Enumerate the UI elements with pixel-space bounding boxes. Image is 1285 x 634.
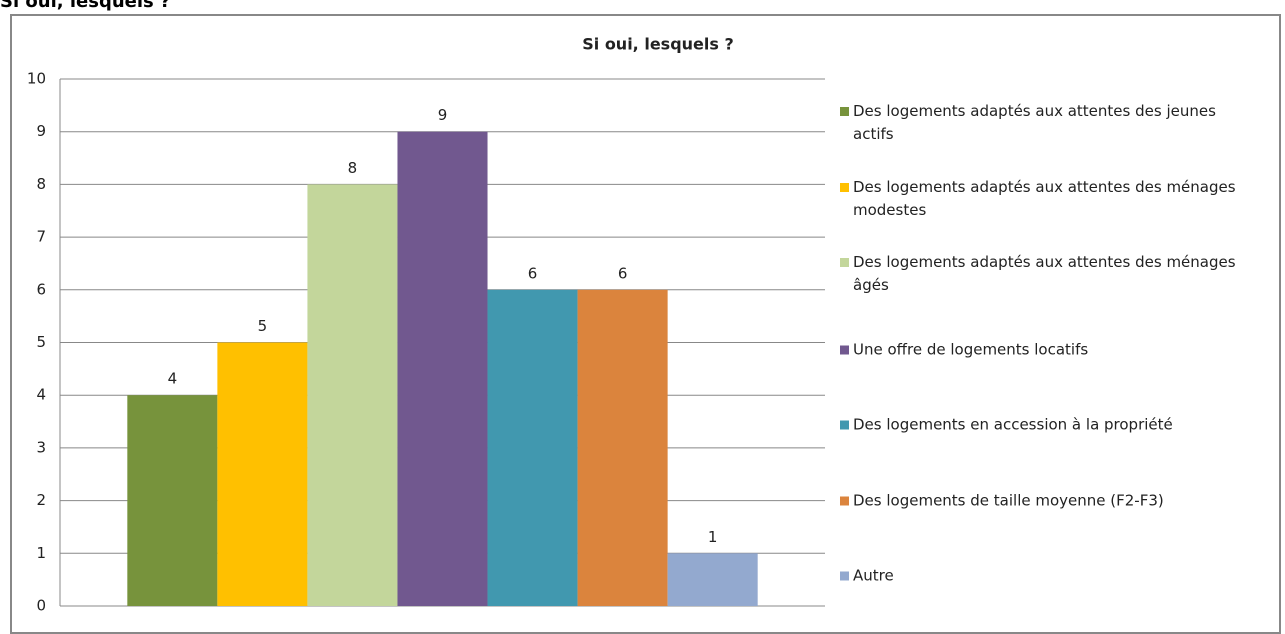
legend-swatch (840, 420, 849, 430)
legend-label: Une offre de logements locatifs (853, 340, 1089, 358)
legend-entry: Des logements adaptés aux attentes des m… (840, 176, 1258, 222)
y-tick-label: 8 (36, 175, 46, 193)
legend-swatch (840, 345, 849, 354)
legend-swatch (840, 107, 849, 116)
legend-label: Autre (853, 566, 894, 585)
legend-entry: Une offre de logements locatifs (840, 338, 1258, 361)
legend-label: Des logements en accession à la propriét… (853, 415, 1173, 434)
legend-label: Des logements adaptés aux attentes des j… (853, 102, 1216, 143)
legend-swatch (840, 182, 849, 192)
legend-swatch (840, 496, 849, 505)
data-label: 4 (168, 370, 178, 388)
legend-swatch (840, 571, 849, 581)
bar (487, 289, 578, 606)
data-label: 5 (258, 317, 268, 335)
y-tick-label: 7 (36, 228, 46, 246)
bar (667, 553, 758, 606)
legend-label: Des logements de taille moyenne (F2-F3) (853, 491, 1164, 509)
y-tick-label: 3 (36, 438, 46, 456)
y-tick-label: 4 (36, 386, 46, 404)
y-tick-label: 6 (36, 280, 46, 298)
data-label: 6 (528, 264, 538, 282)
bar (307, 184, 398, 606)
legend-label: Des logements adaptés aux attentes des m… (853, 177, 1236, 219)
data-label: 1 (708, 528, 718, 546)
chart-title: Si oui, lesquels ? (582, 35, 734, 54)
legend-entry: Des logements adaptés aux attentes des m… (840, 251, 1258, 297)
bar (577, 289, 668, 606)
legend-swatch (840, 258, 849, 267)
bar (127, 395, 218, 606)
y-tick-label: 5 (36, 333, 46, 351)
y-tick-label: 0 (36, 597, 46, 615)
y-tick-label: 9 (36, 122, 46, 140)
y-tick-label: 2 (36, 491, 46, 509)
legend-entry: Des logements adaptés aux attentes des j… (840, 100, 1258, 146)
bar (397, 131, 488, 606)
bar (217, 342, 308, 606)
y-tick-label: 10 (27, 70, 46, 88)
page-heading: Si oui, lesquels ? (0, 0, 171, 12)
data-label: 6 (618, 264, 628, 282)
legend-label: Des logements adaptés aux attentes des m… (853, 253, 1236, 294)
data-label: 9 (438, 106, 448, 124)
legend-entry: Des logements de taille moyenne (F2-F3) (840, 489, 1258, 512)
data-label: 8 (348, 159, 358, 177)
legend-entry: Autre (840, 565, 1258, 588)
y-tick-label: 1 (36, 544, 46, 562)
legend-entry: Des logements en accession à la propriét… (840, 414, 1258, 437)
